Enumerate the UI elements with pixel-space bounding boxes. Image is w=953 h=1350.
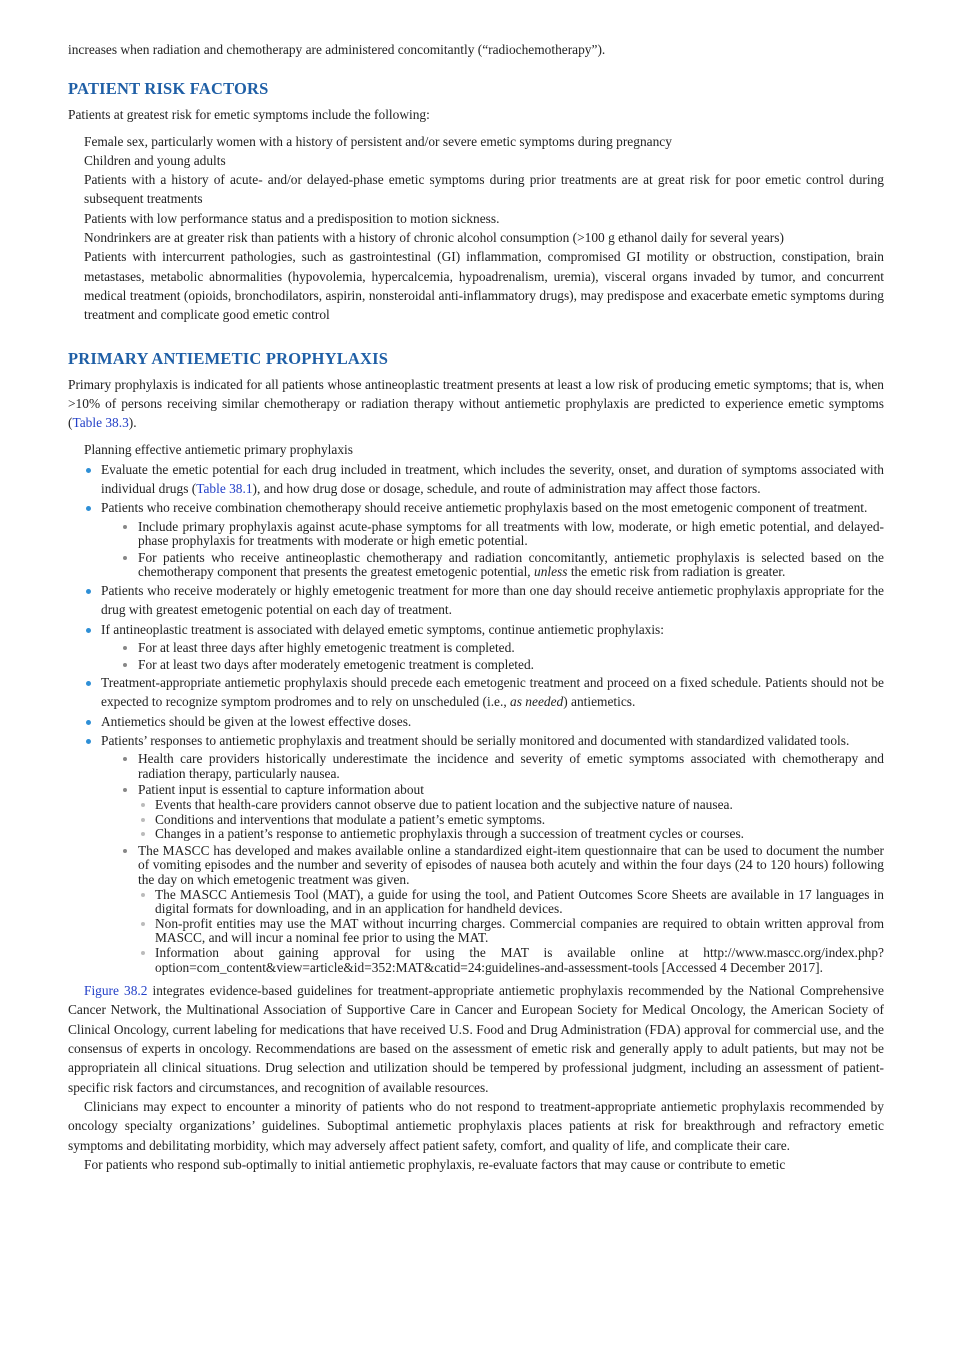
text-run: Patients who receive moderately or highl…: [101, 583, 884, 618]
emphasis: unless: [534, 564, 568, 580]
risk-item: Children and young adults: [84, 152, 226, 168]
text-run: Information about gaining approval for u…: [155, 945, 884, 975]
bullet-item: Patients who receive combination chemoth…: [68, 498, 884, 580]
risk-list: Female sex, particularly women with a hi…: [68, 132, 884, 325]
text-run: ), and how drug dose or dosage, schedule…: [252, 481, 761, 497]
bullet-item: The MASCC has developed and makes availa…: [101, 842, 884, 976]
link: Table 38.1: [196, 481, 253, 497]
link: Figure 38.2: [84, 983, 148, 999]
bullet-item: Include primary prophylaxis against acut…: [101, 518, 884, 549]
text-run: Evaluate the emetic potential for each d…: [101, 461, 884, 497]
bullet-item: The MASCC Antiemesis Tool (MAT), a guide…: [138, 886, 884, 917]
risk-item: Female sex, particularly women with a hi…: [84, 133, 672, 149]
bullet-item: If antineoplastic treatment is associate…: [68, 620, 884, 672]
bullet-item: Patients who receive moderately or highl…: [68, 581, 884, 620]
text-run: Patients’ responses to antiemetic prophy…: [101, 732, 850, 748]
text-run: Patient input is essential to capture in…: [138, 782, 424, 798]
text-run: If antineoplastic treatment is associate…: [101, 621, 664, 637]
list-title: Planning effective antiemetic primary pr…: [84, 442, 353, 458]
lead-text: Patients at greatest risk for emetic sym…: [68, 107, 430, 123]
bullet-item: Patient input is essential to capture in…: [101, 783, 884, 841]
text-run: Clinicians may expect to encounter a min…: [68, 1098, 884, 1153]
text-run: ).: [128, 415, 137, 431]
bullet-item: For patients who receive antineoplastic …: [101, 549, 884, 580]
text-run: For at least three days after highly eme…: [138, 639, 515, 655]
bullet-item: For at least two days after moderately e…: [101, 656, 884, 673]
paragraph: Figure 38.2 integrates evidence-based gu…: [68, 981, 884, 1097]
intro-text: increases when radiation and chemotherap…: [68, 42, 606, 57]
sub-list: For at least three days after highly eme…: [101, 639, 884, 673]
text-run: Conditions and interventions that modula…: [155, 811, 546, 827]
text-run: Antiemetics should be given at the lowes…: [101, 713, 412, 729]
sub-list: The MASCC Antiemesis Tool (MAT), a guide…: [138, 886, 884, 976]
bullet-item: For at least three days after highly eme…: [101, 639, 884, 656]
text-run: The MASCC has developed and makes availa…: [138, 842, 884, 888]
link: Table 38.3: [72, 415, 129, 431]
bullet-list: Evaluate the emetic potential for each d…: [68, 460, 884, 975]
section-heading: PATIENT RISK FACTORS: [68, 79, 269, 99]
risk-item: Patients with low performance status and…: [84, 210, 500, 226]
bullet-item: Changes in a patient’s response to antie…: [138, 826, 884, 842]
bullet-item: Information about gaining approval for u…: [138, 945, 884, 975]
bullet-item: Antiemetics should be given at the lowes…: [68, 712, 884, 731]
text-run: ) antiemetics.: [563, 694, 636, 710]
document: increases when radiation and chemotherap…: [68, 42, 884, 1174]
text-run: Patients who receive combination chemoth…: [101, 500, 868, 516]
risk-item: Nondrinkers are at greater risk than pat…: [84, 230, 784, 246]
section-heading: PRIMARY ANTIEMETIC PROPHYLAXIS: [68, 348, 389, 368]
bullet-item: Conditions and interventions that modula…: [138, 811, 884, 828]
sub-list: Events that health-care providers cannot…: [138, 797, 884, 842]
bullet-item: Patients’ responses to antiemetic prophy…: [68, 731, 884, 975]
text-run: For patients who respond sub-optimally t…: [84, 1156, 786, 1172]
bullet-item: Health care providers historically under…: [101, 752, 884, 781]
paragraphs: Figure 38.2 integrates evidence-based gu…: [68, 981, 884, 1174]
text-run: Include primary prophylaxis against acut…: [138, 518, 884, 549]
emphasis: as needed: [510, 694, 564, 710]
bullet-item: Events that health-care providers cannot…: [138, 797, 884, 813]
text-run: Events that health-care providers cannot…: [155, 797, 733, 813]
text-run: For at least two days after moderately e…: [138, 656, 534, 672]
text-run: Treatment-appropriate antiemetic prophyl…: [101, 675, 884, 710]
bullet-item: Treatment-appropriate antiemetic prophyl…: [68, 673, 884, 712]
text-run: Primary prophylaxis is indicated for all…: [68, 376, 884, 431]
sub-list: Health care providers historically under…: [101, 752, 884, 975]
paragraph: For patients who respond sub-optimally t…: [68, 1155, 884, 1174]
text-run: integrates evidence-based guidelines for…: [68, 983, 884, 1095]
sub-list: Include primary prophylaxis against acut…: [101, 518, 884, 580]
text-run: Health care providers historically under…: [138, 751, 884, 781]
text-run: The MASCC Antiemesis Tool (MAT), a guide…: [155, 886, 884, 917]
risk-item: Patients with intercurrent pathologies, …: [84, 249, 884, 323]
bullet-item: Non-profit entities may use the MAT with…: [138, 915, 884, 946]
text-run: Changes in a patient’s response to antie…: [155, 826, 745, 842]
text-run: the emetic risk from radiation is greate…: [567, 564, 786, 580]
paragraph: Primary prophylaxis is indicated for all…: [68, 375, 884, 433]
text-run: For patients who receive antineoplastic …: [138, 549, 884, 580]
paragraph: Clinicians may expect to encounter a min…: [68, 1097, 884, 1155]
text-run: Non-profit entities may use the MAT with…: [155, 915, 884, 946]
risk-item: Patients with a history of acute- and/or…: [84, 172, 884, 207]
bullet-item: Evaluate the emetic potential for each d…: [68, 460, 884, 499]
